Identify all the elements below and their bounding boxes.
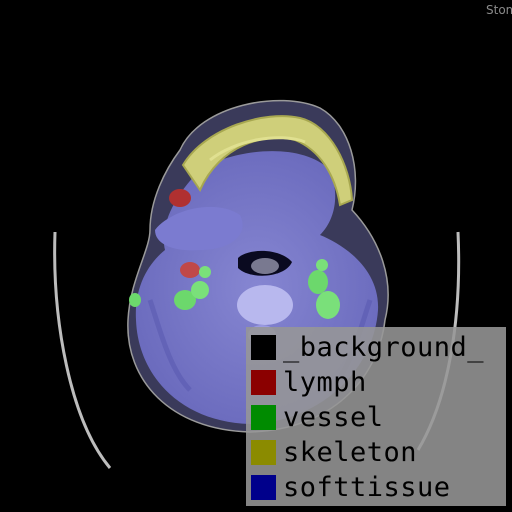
legend-label: vessel — [283, 402, 384, 433]
legend-item-softtissue: softtissue — [250, 470, 506, 505]
legend-item-background: _background_ — [250, 330, 506, 365]
vessel-right-3 — [316, 259, 328, 271]
corner-label: Stom — [486, 3, 512, 17]
vessel-left-2 — [191, 281, 209, 299]
skeleton-mandible-inner — [209, 136, 306, 162]
vessel-left-3 — [199, 266, 211, 278]
legend-label: lymph — [283, 367, 367, 398]
legend-swatch — [251, 440, 276, 465]
lymph-node-2 — [180, 262, 200, 278]
legend-item-skeleton: skeleton — [250, 435, 506, 470]
legend-label: _background_ — [283, 332, 485, 363]
airway-lumen — [251, 258, 279, 274]
softtissue-upper — [155, 206, 243, 251]
vessel-right-1 — [308, 270, 328, 294]
vessel-left-4 — [129, 293, 141, 307]
vertebra — [237, 285, 293, 325]
legend-item-lymph: lymph — [250, 365, 506, 400]
legend: _background_ lymph vessel skeleton softt… — [246, 327, 506, 506]
legend-swatch — [251, 370, 276, 395]
scanner-table-left — [53, 231, 112, 469]
vessel-right-2 — [316, 291, 340, 319]
legend-label: softtissue — [283, 472, 451, 503]
lymph-node-1 — [169, 189, 191, 207]
legend-swatch — [251, 335, 276, 360]
legend-label: skeleton — [283, 437, 418, 468]
legend-swatch — [251, 475, 276, 500]
legend-item-vessel: vessel — [250, 400, 506, 435]
legend-swatch — [251, 405, 276, 430]
vessel-left-1 — [174, 290, 196, 310]
muscle-left — [147, 299, 192, 392]
